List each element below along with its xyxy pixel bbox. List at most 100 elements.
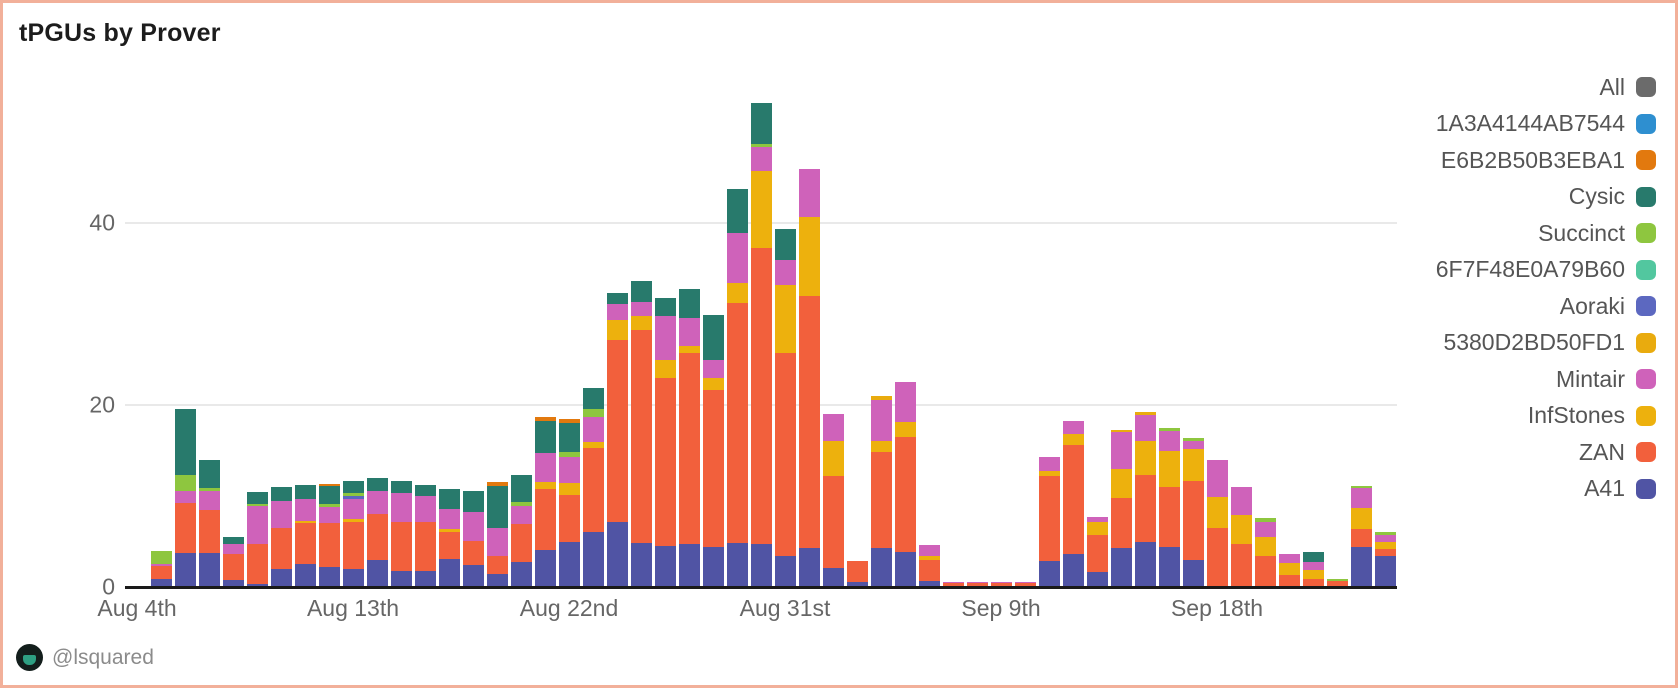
bar-segment-Succinct[interactable]	[582, 408, 604, 417]
bar-segment-A41[interactable]	[1350, 546, 1372, 587]
legend-item-InfStones[interactable]: InfStones	[1436, 398, 1656, 435]
bar[interactable]	[822, 414, 844, 587]
bar-segment-ZAN[interactable]	[270, 527, 292, 569]
bar-segment-A41[interactable]	[1038, 560, 1060, 587]
bar-segment-InfStones[interactable]	[678, 345, 700, 354]
bar-segment-ZAN[interactable]	[678, 353, 700, 545]
bar-segment-ZAN[interactable]	[1230, 544, 1252, 587]
bar-segment-Aoraki[interactable]	[342, 496, 364, 499]
bar-segment-Cysic[interactable]	[750, 102, 772, 144]
bar-segment-Mintair[interactable]	[174, 491, 196, 504]
bar[interactable]	[462, 490, 484, 587]
bar-segment-ZAN[interactable]	[1278, 575, 1300, 587]
bar-segment-A41[interactable]	[222, 579, 244, 587]
bar-segment-Mintair[interactable]	[342, 498, 364, 519]
bar-segment-Mintair[interactable]	[222, 544, 244, 555]
bar-segment-InfStones[interactable]	[750, 171, 772, 248]
bar-segment-Succinct[interactable]	[1326, 578, 1348, 581]
bar-segment-Cysic[interactable]	[510, 475, 532, 503]
bar-segment-InfStones[interactable]	[606, 320, 628, 340]
bar-segment-Succinct[interactable]	[1158, 427, 1180, 432]
bar-segment-A41[interactable]	[798, 547, 820, 587]
bar-segment-Succinct[interactable]	[174, 475, 196, 492]
bar-segment-InfStones[interactable]	[438, 528, 460, 533]
bar-segment-ZAN[interactable]	[438, 532, 460, 559]
bar-segment-Mintair[interactable]	[606, 304, 628, 321]
bar-segment-ZAN[interactable]	[630, 329, 652, 544]
bar-segment-Mintair[interactable]	[270, 500, 292, 528]
bar-segment-ZAN[interactable]	[246, 544, 268, 585]
bar-segment-ZAN[interactable]	[318, 523, 340, 567]
legend-item-All[interactable]: All	[1436, 69, 1656, 106]
legend-item-E6B2B50B3EBA1[interactable]: E6B2B50B3EBA1	[1436, 142, 1656, 179]
bar-segment-Mintair[interactable]	[1014, 582, 1036, 584]
bar-segment-E6B2B50B3EBA1[interactable]	[534, 416, 556, 422]
bar-segment-Cysic[interactable]	[534, 421, 556, 454]
bar-segment-A41[interactable]	[342, 568, 364, 587]
bar-segment-ZAN[interactable]	[510, 524, 532, 563]
bar-segment-A41[interactable]	[414, 570, 436, 587]
bar-segment-A41[interactable]	[1182, 559, 1204, 587]
legend-item-1A3A4144AB7544[interactable]: 1A3A4144AB7544	[1436, 106, 1656, 143]
bar-segment-Mintair[interactable]	[1278, 554, 1300, 564]
bar[interactable]	[486, 482, 508, 587]
bar[interactable]	[1206, 459, 1228, 587]
bar-segment-ZAN[interactable]	[1086, 535, 1108, 573]
bar-segment-InfStones[interactable]	[1134, 441, 1156, 476]
bar-segment-Cysic[interactable]	[558, 423, 580, 453]
bar-segment-A41[interactable]	[750, 544, 772, 587]
bar-segment-Mintair[interactable]	[1062, 421, 1084, 435]
bar[interactable]	[894, 382, 916, 587]
bar-segment-A41[interactable]	[846, 582, 868, 587]
bar-segment-Cysic[interactable]	[390, 480, 412, 494]
bar-segment-Mintair[interactable]	[1134, 415, 1156, 442]
bar-segment-InfStones[interactable]	[534, 482, 556, 489]
bar-segment-Mintair[interactable]	[894, 382, 916, 423]
bar-segment-InfStones[interactable]	[774, 284, 796, 354]
bar-segment-Mintair[interactable]	[510, 506, 532, 525]
bar-segment-ZAN[interactable]	[558, 495, 580, 542]
bar-segment-A41[interactable]	[510, 562, 532, 587]
bar[interactable]	[318, 484, 340, 587]
bar[interactable]	[342, 480, 364, 587]
bar-segment-ZAN[interactable]	[390, 521, 412, 571]
bar-segment-ZAN[interactable]	[1326, 580, 1348, 587]
bar-segment-Cysic[interactable]	[414, 485, 436, 497]
bar-segment-ZAN[interactable]	[1014, 583, 1036, 587]
bar-segment-Succinct[interactable]	[1350, 486, 1372, 488]
bar[interactable]	[942, 582, 964, 587]
bar-segment-InfStones[interactable]	[1254, 536, 1276, 557]
legend-item-Succinct[interactable]: Succinct	[1436, 215, 1656, 252]
bar-segment-Cysic[interactable]	[438, 488, 460, 509]
bar-segment-InfStones[interactable]	[1278, 563, 1300, 576]
bar-segment-Cysic[interactable]	[774, 229, 796, 261]
bar-segment-ZAN[interactable]	[366, 514, 388, 560]
bar-segment-Mintair[interactable]	[366, 491, 388, 515]
bar-segment-Cysic[interactable]	[294, 485, 316, 499]
bar-segment-A41[interactable]	[558, 541, 580, 587]
bar-segment-Succinct[interactable]	[750, 143, 772, 147]
bar-segment-ZAN[interactable]	[654, 377, 676, 547]
bar-segment-E6B2B50B3EBA1[interactable]	[318, 484, 340, 487]
bar-segment-Mintair[interactable]	[1086, 516, 1108, 522]
bar[interactable]	[1062, 421, 1084, 587]
bar-segment-A41[interactable]	[654, 546, 676, 587]
bar-segment-Mintair[interactable]	[294, 498, 316, 521]
bar-segment-ZAN[interactable]	[582, 447, 604, 533]
bar-segment-A41[interactable]	[630, 543, 652, 587]
bar-segment-A41[interactable]	[726, 543, 748, 587]
bar-segment-Mintair[interactable]	[390, 493, 412, 522]
bar-segment-InfStones[interactable]	[702, 377, 724, 390]
bar-segment-Cysic[interactable]	[462, 490, 484, 513]
bar-segment-Mintair[interactable]	[1158, 431, 1180, 452]
bar-segment-Mintair[interactable]	[582, 416, 604, 443]
bar-segment-Succinct[interactable]	[342, 493, 364, 497]
bar-segment-ZAN[interactable]	[1302, 578, 1324, 587]
bar-segment-Cysic[interactable]	[606, 293, 628, 305]
bar[interactable]	[222, 537, 244, 587]
bar-segment-ZAN[interactable]	[894, 436, 916, 552]
bar-segment-ZAN[interactable]	[870, 452, 892, 548]
bar[interactable]	[966, 582, 988, 587]
bar[interactable]	[1278, 554, 1300, 587]
bar-segment-Cysic[interactable]	[366, 477, 388, 492]
